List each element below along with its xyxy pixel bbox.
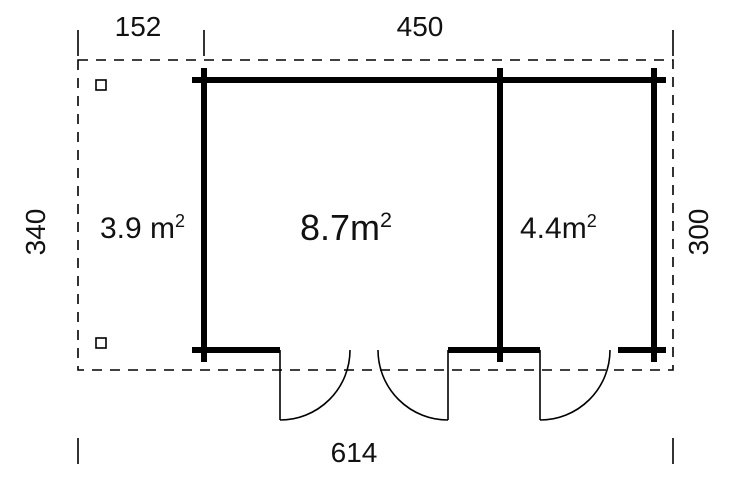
area-center: 8.7m2 bbox=[300, 207, 392, 248]
floor-plan-diagram: 152 450 340 300 614 3.9 m2 8.7m2 4.4m2 bbox=[0, 0, 746, 500]
floor-plan-svg: 152 450 340 300 614 3.9 m2 8.7m2 4.4m2 bbox=[0, 0, 746, 500]
door-arc bbox=[540, 350, 610, 420]
door-arc bbox=[378, 350, 448, 420]
dim-left: 340 bbox=[20, 209, 51, 256]
post bbox=[96, 80, 106, 90]
area-right: 4.4m2 bbox=[520, 211, 597, 245]
dim-bottom: 614 bbox=[331, 437, 378, 468]
dim-right: 300 bbox=[683, 209, 714, 256]
door-arc bbox=[280, 350, 350, 420]
post bbox=[96, 338, 106, 348]
dim-top-left: 152 bbox=[115, 11, 162, 42]
dim-top-right: 450 bbox=[397, 11, 444, 42]
area-left: 3.9 m2 bbox=[100, 211, 185, 245]
